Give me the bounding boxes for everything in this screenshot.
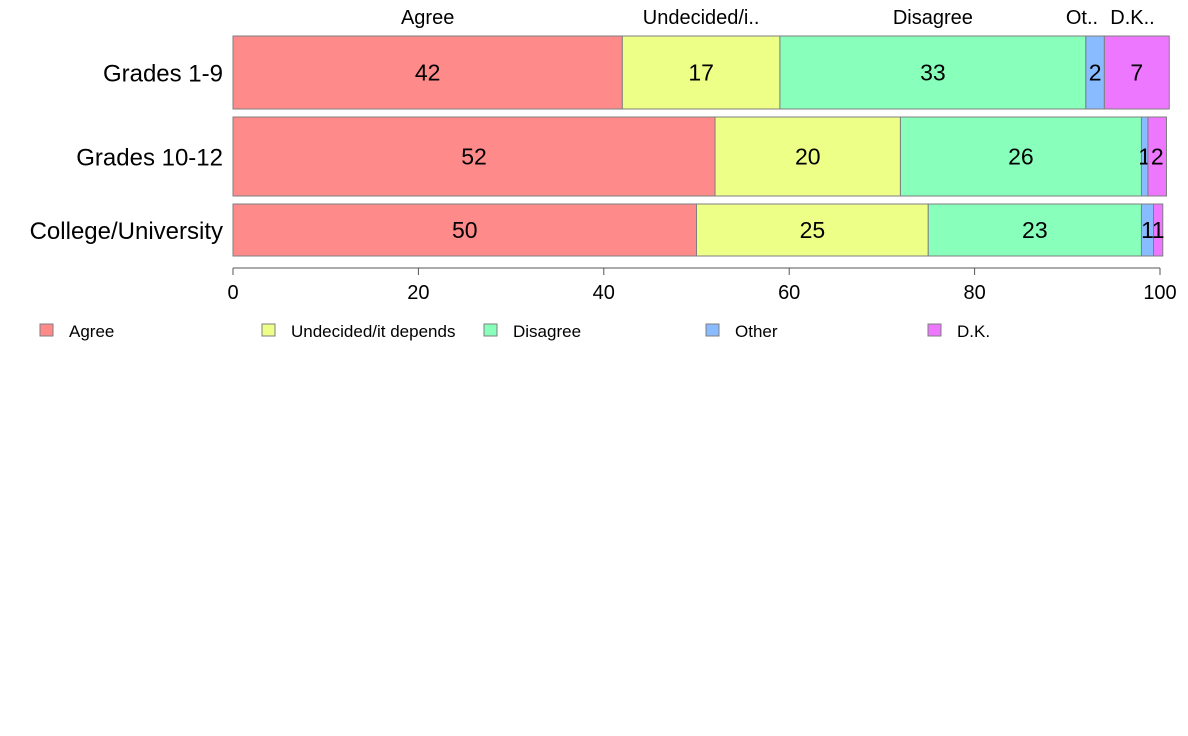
legend-swatch-other xyxy=(705,323,720,337)
legend-label: D.K. xyxy=(957,322,990,341)
legend-swatch-d-k xyxy=(927,323,942,337)
bar-college-university-agree xyxy=(232,203,697,257)
bar-grades-10-12-agree xyxy=(232,116,716,197)
bar-college-university-disagree xyxy=(927,203,1142,257)
category-label: Grades 1-9 xyxy=(103,61,223,88)
x-tick-label: 0 xyxy=(227,282,238,304)
bar-grades-1-9-d-k xyxy=(1103,35,1170,110)
legend-label: Undecided/it depends xyxy=(291,322,455,341)
x-tick-label: 40 xyxy=(593,282,615,304)
data-label: 50 xyxy=(452,217,478,243)
data-label: 26 xyxy=(1008,144,1034,170)
legend-label: Disagree xyxy=(513,322,581,341)
data-label: 17 xyxy=(688,60,714,86)
data-label: 23 xyxy=(1022,217,1048,243)
segment-header-labels: Agree Undecided/i.. Disagree Ot.. D.K.. xyxy=(401,7,1155,29)
data-label: 1 xyxy=(1141,217,1154,243)
legend-label: Other xyxy=(735,322,778,341)
segment-header-label: Ot.. xyxy=(1066,7,1098,29)
data-label: 1 xyxy=(1152,217,1165,243)
bar-grades-1-9-agree xyxy=(232,35,623,110)
segment-header-label: Disagree xyxy=(893,7,973,29)
x-tick-label: 20 xyxy=(407,282,429,304)
legend-label: Agree xyxy=(69,322,114,341)
data-label: 42 xyxy=(415,60,441,86)
x-tick-label: 60 xyxy=(778,282,800,304)
x-axis: 0 20 40 60 80 100 xyxy=(227,267,1177,304)
data-label: 2 xyxy=(1089,60,1102,86)
data-label: 20 xyxy=(795,144,821,170)
legend-swatch-disagree xyxy=(483,323,498,337)
data-label: 52 xyxy=(461,144,487,170)
data-label: 33 xyxy=(920,60,946,86)
bar-college-university-undecided-it-depends xyxy=(696,203,929,257)
segment-header-label: D.K.. xyxy=(1110,7,1154,29)
bars: 42 17 33 2 752 20 26 1 250 25 23 11 xyxy=(232,35,1170,257)
data-label: 7 xyxy=(1130,60,1143,86)
category-label: Grades 10-12 xyxy=(76,145,223,172)
x-tick-label: 100 xyxy=(1143,282,1176,304)
bar-grades-1-9-disagree xyxy=(779,35,1087,110)
legend: Agree Undecided/it depends Disagree Other D.… xyxy=(39,322,990,341)
x-tick-label: 80 xyxy=(963,282,985,304)
data-label: 2 xyxy=(1151,144,1164,170)
data-label: 25 xyxy=(800,217,826,243)
bar-grades-10-12-undecided-it-depends xyxy=(714,116,901,197)
legend-swatch-agree xyxy=(39,323,54,337)
bar-grades-10-12-d-k xyxy=(1147,116,1167,197)
legend-swatch-undecided-it-depends xyxy=(261,323,276,337)
category-labels: Grades 1-9 Grades 10-12 College/University xyxy=(30,61,223,246)
bar-college-university-d-k xyxy=(1153,203,1164,257)
bar-grades-10-12-disagree xyxy=(899,116,1142,197)
bar-grades-1-9-undecided-it-depends xyxy=(621,35,781,110)
category-label: College/University xyxy=(30,218,223,245)
segment-header-label: Undecided/i.. xyxy=(643,7,760,29)
segment-header-label: Agree xyxy=(401,7,454,29)
